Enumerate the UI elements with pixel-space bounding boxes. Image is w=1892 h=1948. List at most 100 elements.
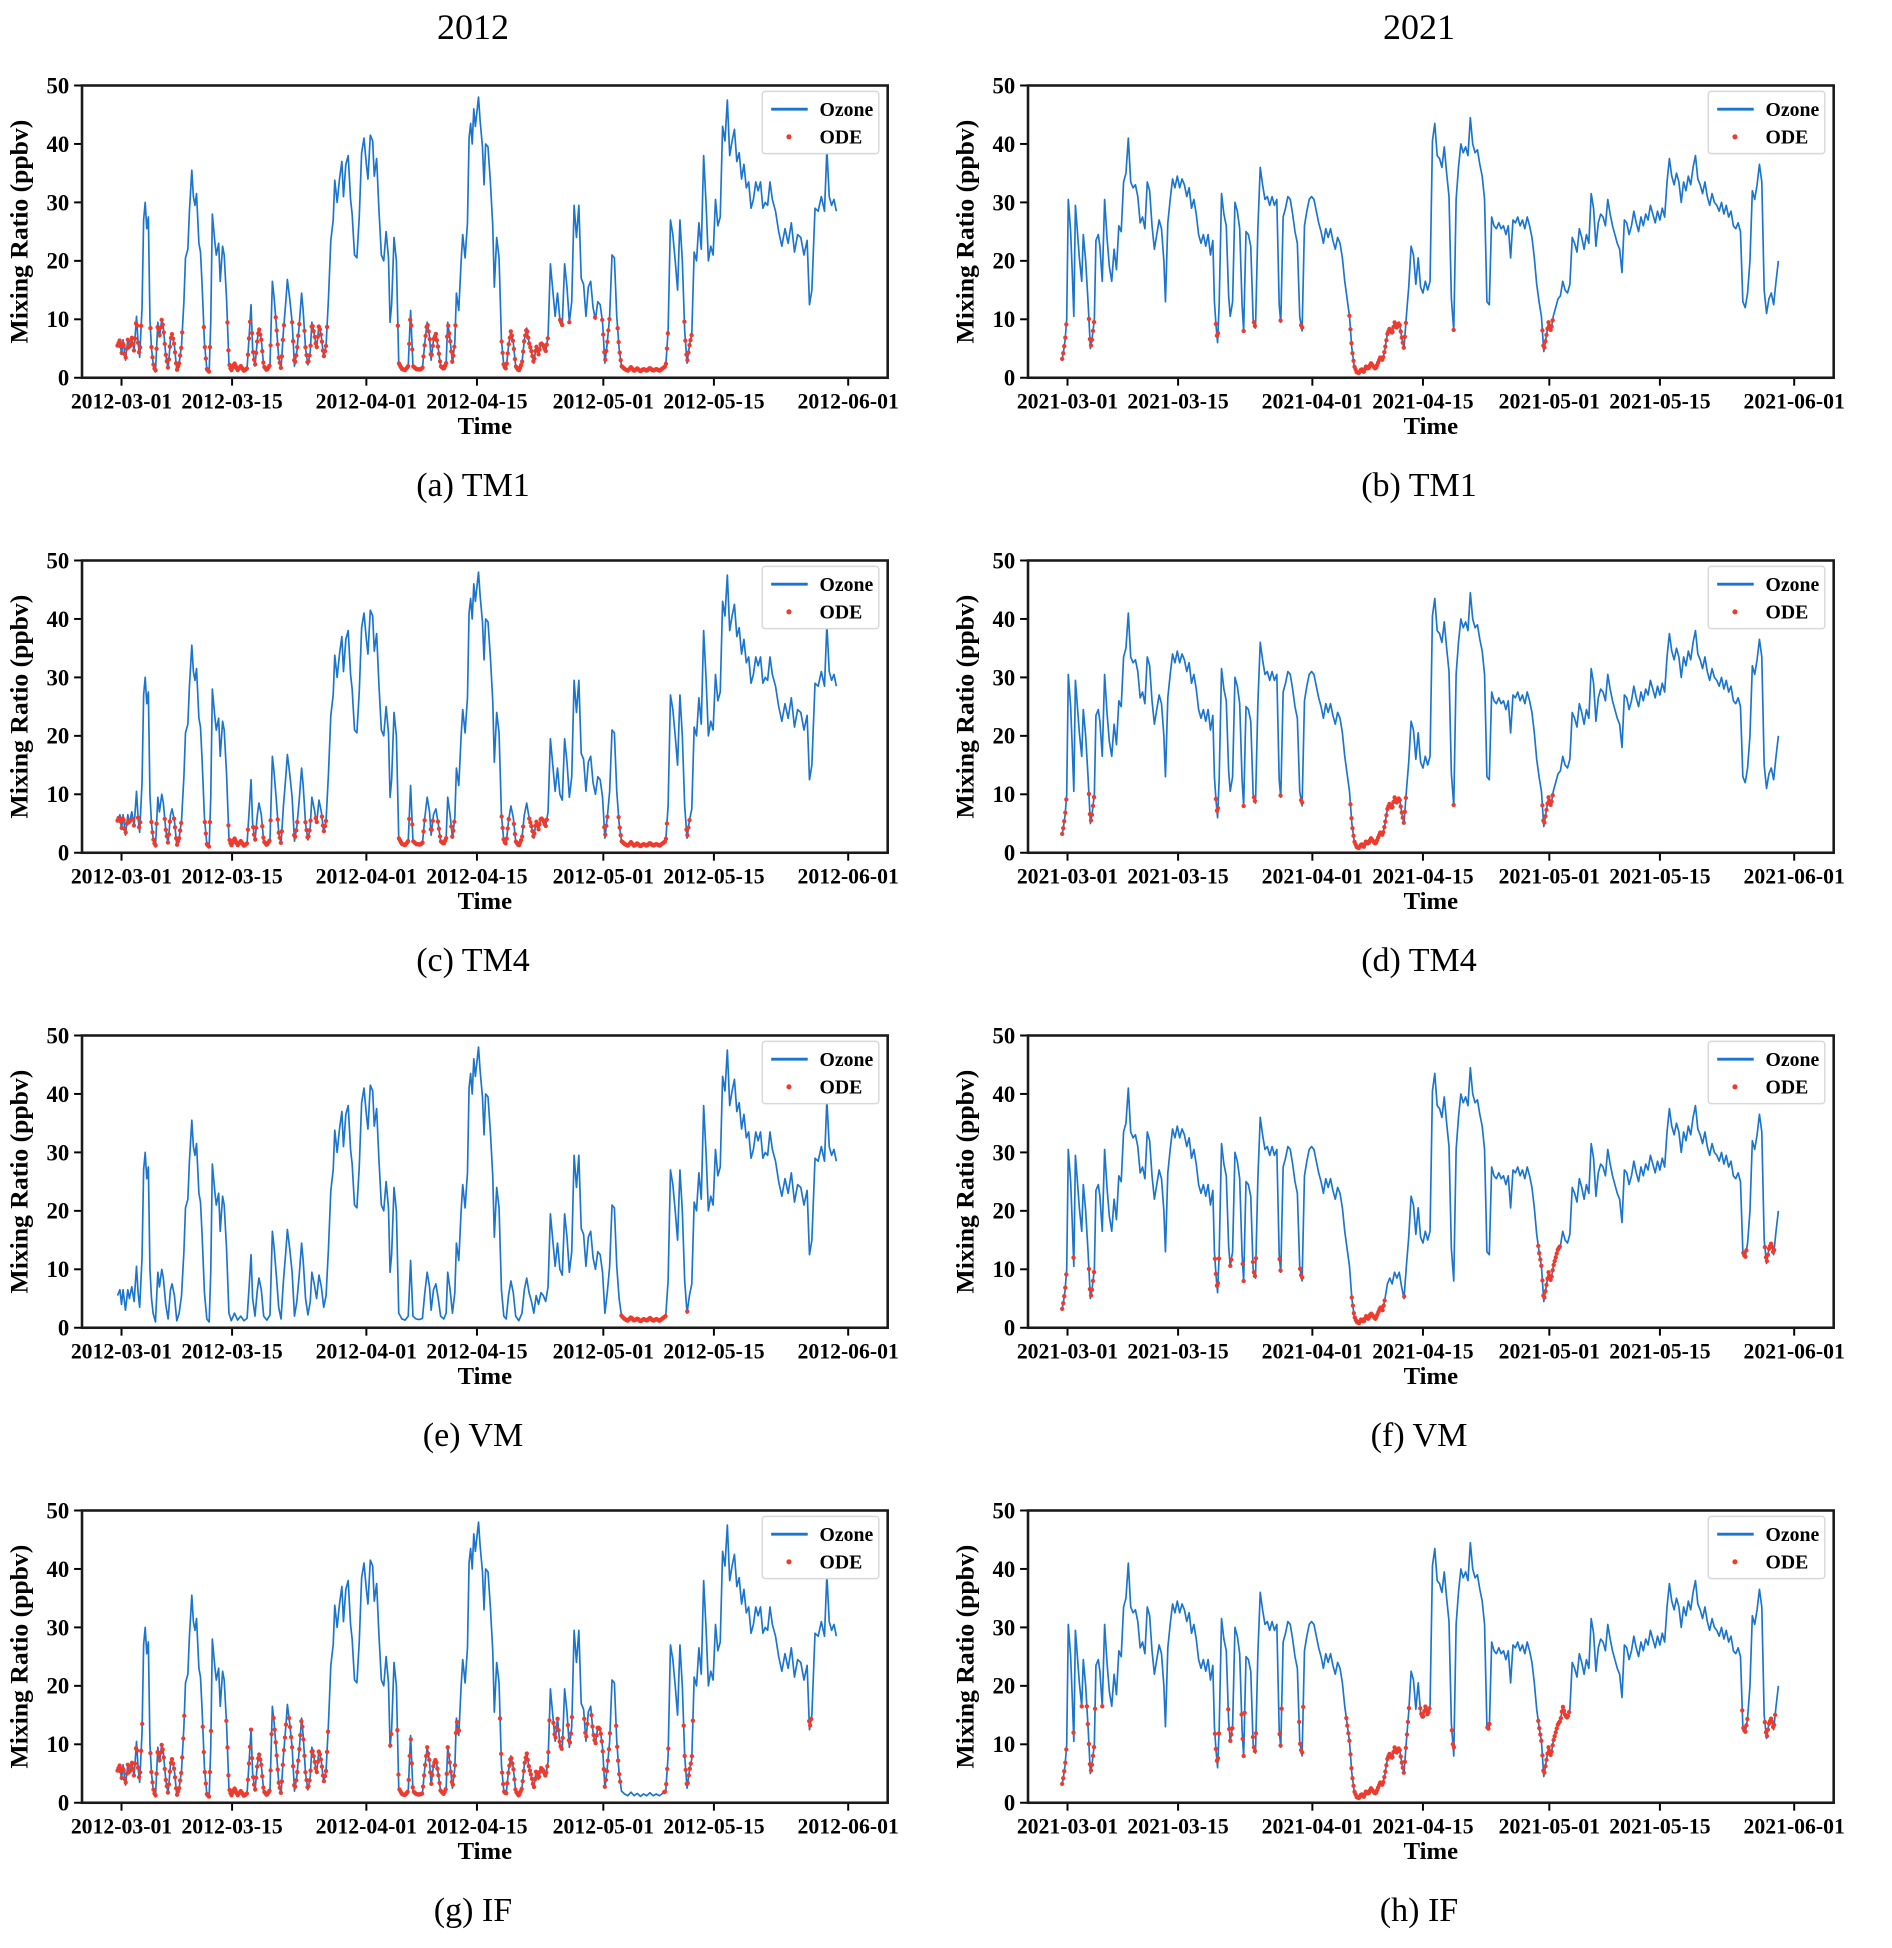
x-tick-label: 2021-03-01	[1017, 864, 1118, 888]
ode-dot	[1549, 1749, 1554, 1754]
ode-dot	[687, 817, 692, 823]
ode-dots	[1059, 1241, 1777, 1326]
ode-dot	[318, 1757, 324, 1762]
ode-dot	[249, 1756, 255, 1761]
ode-dot	[202, 1769, 208, 1775]
ode-dot	[1230, 1726, 1235, 1731]
legend-ode-dot-icon	[1732, 609, 1738, 615]
ode-dot	[1400, 340, 1405, 345]
plot-frame	[80, 1034, 889, 1330]
ode-dot	[137, 1770, 143, 1775]
legend-box	[761, 565, 880, 630]
ode-dot	[170, 336, 176, 341]
ode-dot	[135, 1765, 141, 1770]
ode-dot	[421, 829, 426, 834]
ode-dot	[505, 1780, 510, 1786]
legend-ode-dot-icon	[786, 134, 792, 140]
x-axis: 2012-03-01 2012-03-15 2012-04-01 2012-04-15…	[71, 377, 899, 413]
ode-dot	[123, 1780, 128, 1785]
ode-dot	[295, 819, 300, 825]
ode-dot	[1350, 1775, 1355, 1781]
ode-dot	[1300, 1275, 1305, 1280]
ode-dot	[449, 349, 454, 354]
ode-dot	[407, 1753, 412, 1759]
y-tick-label: 10	[992, 1257, 1015, 1282]
y-tick-label: 40	[46, 607, 69, 632]
ode-dot	[1552, 1258, 1557, 1264]
ode-dot	[607, 1731, 613, 1736]
ode-dot	[1240, 1736, 1245, 1742]
ode-dot	[206, 844, 212, 849]
ode-dot	[1381, 1779, 1386, 1785]
ode-dot	[317, 1752, 323, 1757]
ode-dot	[159, 317, 164, 323]
ode-dot	[137, 345, 143, 350]
ode-dot	[149, 344, 154, 350]
ode-dot	[306, 359, 311, 364]
ode-dot	[1349, 341, 1354, 346]
ode-dot	[583, 1730, 588, 1736]
ode-dot	[315, 1759, 320, 1765]
ode-dot	[1213, 321, 1219, 327]
legend: Ozone ODE	[1707, 565, 1826, 630]
ode-dot	[176, 1789, 181, 1794]
ode-dot	[437, 1780, 442, 1786]
x-tick-label: 2012-05-01	[553, 864, 654, 888]
x-tick-label: 2021-06-01	[1744, 1814, 1845, 1838]
ode-dot	[1449, 1728, 1455, 1733]
legend: Ozone ODE	[761, 565, 880, 630]
x-tick-label: 2021-06-01	[1744, 864, 1845, 888]
ode-dot	[1063, 1760, 1068, 1765]
ode-dot	[1768, 1716, 1774, 1721]
legend-ode-label: ODE	[820, 1077, 863, 1099]
ode-dot	[180, 330, 185, 335]
ode-dot	[313, 341, 318, 346]
ode-dot	[1544, 1282, 1549, 1288]
ode-dot	[509, 333, 515, 338]
ode-dot	[1229, 1732, 1234, 1737]
ode-dot	[436, 826, 442, 831]
ode-dot	[520, 349, 526, 354]
x-tick-label: 2012-03-01	[71, 1814, 172, 1838]
ode-dot	[1546, 1270, 1551, 1275]
ode-dot	[526, 1764, 532, 1769]
ode-dot	[1086, 316, 1092, 322]
ode-dot	[307, 353, 312, 358]
ode-dot	[1565, 1713, 1571, 1719]
ode-dot	[166, 832, 172, 837]
ode-dot	[116, 815, 121, 821]
ode-dot	[271, 1715, 276, 1721]
ode-dot	[497, 1716, 503, 1721]
ode-dot	[682, 319, 687, 324]
ode-dot	[177, 353, 183, 358]
y-tick-label: 40	[992, 607, 1015, 632]
ode-dot	[322, 823, 328, 829]
ode-dot	[436, 1773, 441, 1778]
legend-ode-dot-icon	[1732, 1084, 1738, 1090]
ode-dot	[510, 1761, 515, 1766]
ode-dot	[567, 1740, 573, 1745]
ode-dot	[226, 823, 231, 828]
ode-dot	[148, 1750, 153, 1756]
y-tick-label: 40	[46, 132, 69, 157]
ode-dot	[323, 343, 329, 349]
ode-dot	[429, 352, 434, 357]
x-tick-label: 2021-04-01	[1262, 864, 1363, 888]
ode-dot	[405, 1789, 410, 1794]
ode-dot	[181, 1736, 186, 1741]
ode-dot	[1088, 1293, 1094, 1298]
ode-dot	[519, 834, 525, 839]
ode-dot	[616, 339, 621, 345]
ode-dot	[1059, 356, 1065, 362]
ode-dot	[1540, 803, 1545, 808]
ode-dot	[225, 1745, 230, 1750]
legend-ode-dot-icon	[786, 609, 792, 615]
x-tick-label: 2021-05-15	[1609, 864, 1710, 888]
y-tick-label: 30	[992, 665, 1015, 690]
ode-dot	[589, 1712, 594, 1718]
ode-dot	[526, 335, 531, 340]
ode-dot	[1542, 820, 1547, 825]
ode-dot	[1743, 1729, 1748, 1734]
panel-caption: (d) TM4	[1361, 941, 1477, 979]
